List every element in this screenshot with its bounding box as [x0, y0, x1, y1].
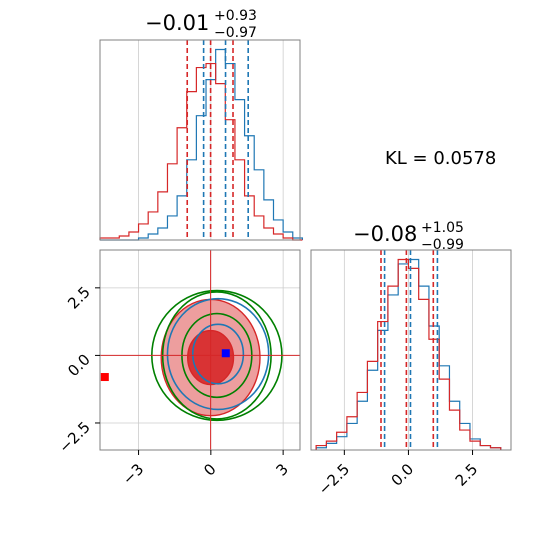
kl-annotation: KL = 0.0578 — [385, 148, 496, 169]
hist-x-series-0 — [100, 48, 304, 241]
joint-xtick-label: 3 — [272, 460, 291, 479]
hist-y-title: −0.08 — [353, 222, 417, 246]
hist-y-title-minus: −0.99 — [421, 237, 464, 253]
joint-xtick-label: −3 — [119, 460, 147, 488]
hist-y-xtick-label: 0.0 — [388, 460, 418, 490]
joint-contour-panel: −3 0 3 −2.5 0.0 2.5 — [55, 249, 301, 488]
joint-ytick-label: 0.0 — [64, 351, 94, 381]
joint-xtick-label: 0 — [200, 460, 219, 479]
histogram-x-panel — [99, 39, 304, 241]
hist-y-title-plus: +1.05 — [421, 220, 464, 236]
hist-y-xtick-label: −2.5 — [315, 460, 353, 498]
hist-y-xtick-label: 2.5 — [452, 460, 482, 490]
hist-x-frame — [99, 39, 301, 241]
joint-ytick-label: 2.5 — [64, 283, 94, 313]
joint-contour-1-level-0 — [191, 323, 245, 385]
hist-x-title: −0.01 — [145, 11, 209, 35]
hist-x-title-minus: −0.97 — [214, 25, 257, 41]
hist-y-series-1 — [315, 258, 502, 450]
joint-contour-1-level-1 — [166, 297, 270, 411]
hist-x-background — [100, 40, 300, 240]
hist-x-series-1 — [99, 62, 303, 241]
joint-marker-1 — [221, 349, 230, 358]
hist-x-title-plus: +0.93 — [214, 8, 257, 24]
joint-marker-0 — [100, 373, 109, 382]
hist-y-frame — [310, 249, 512, 451]
joint-ytick-label: −2.5 — [55, 418, 93, 456]
joint-contents — [100, 250, 300, 450]
histogram-y-panel: −2.5 0.0 2.5 — [310, 249, 512, 499]
joint-frame — [99, 249, 301, 451]
